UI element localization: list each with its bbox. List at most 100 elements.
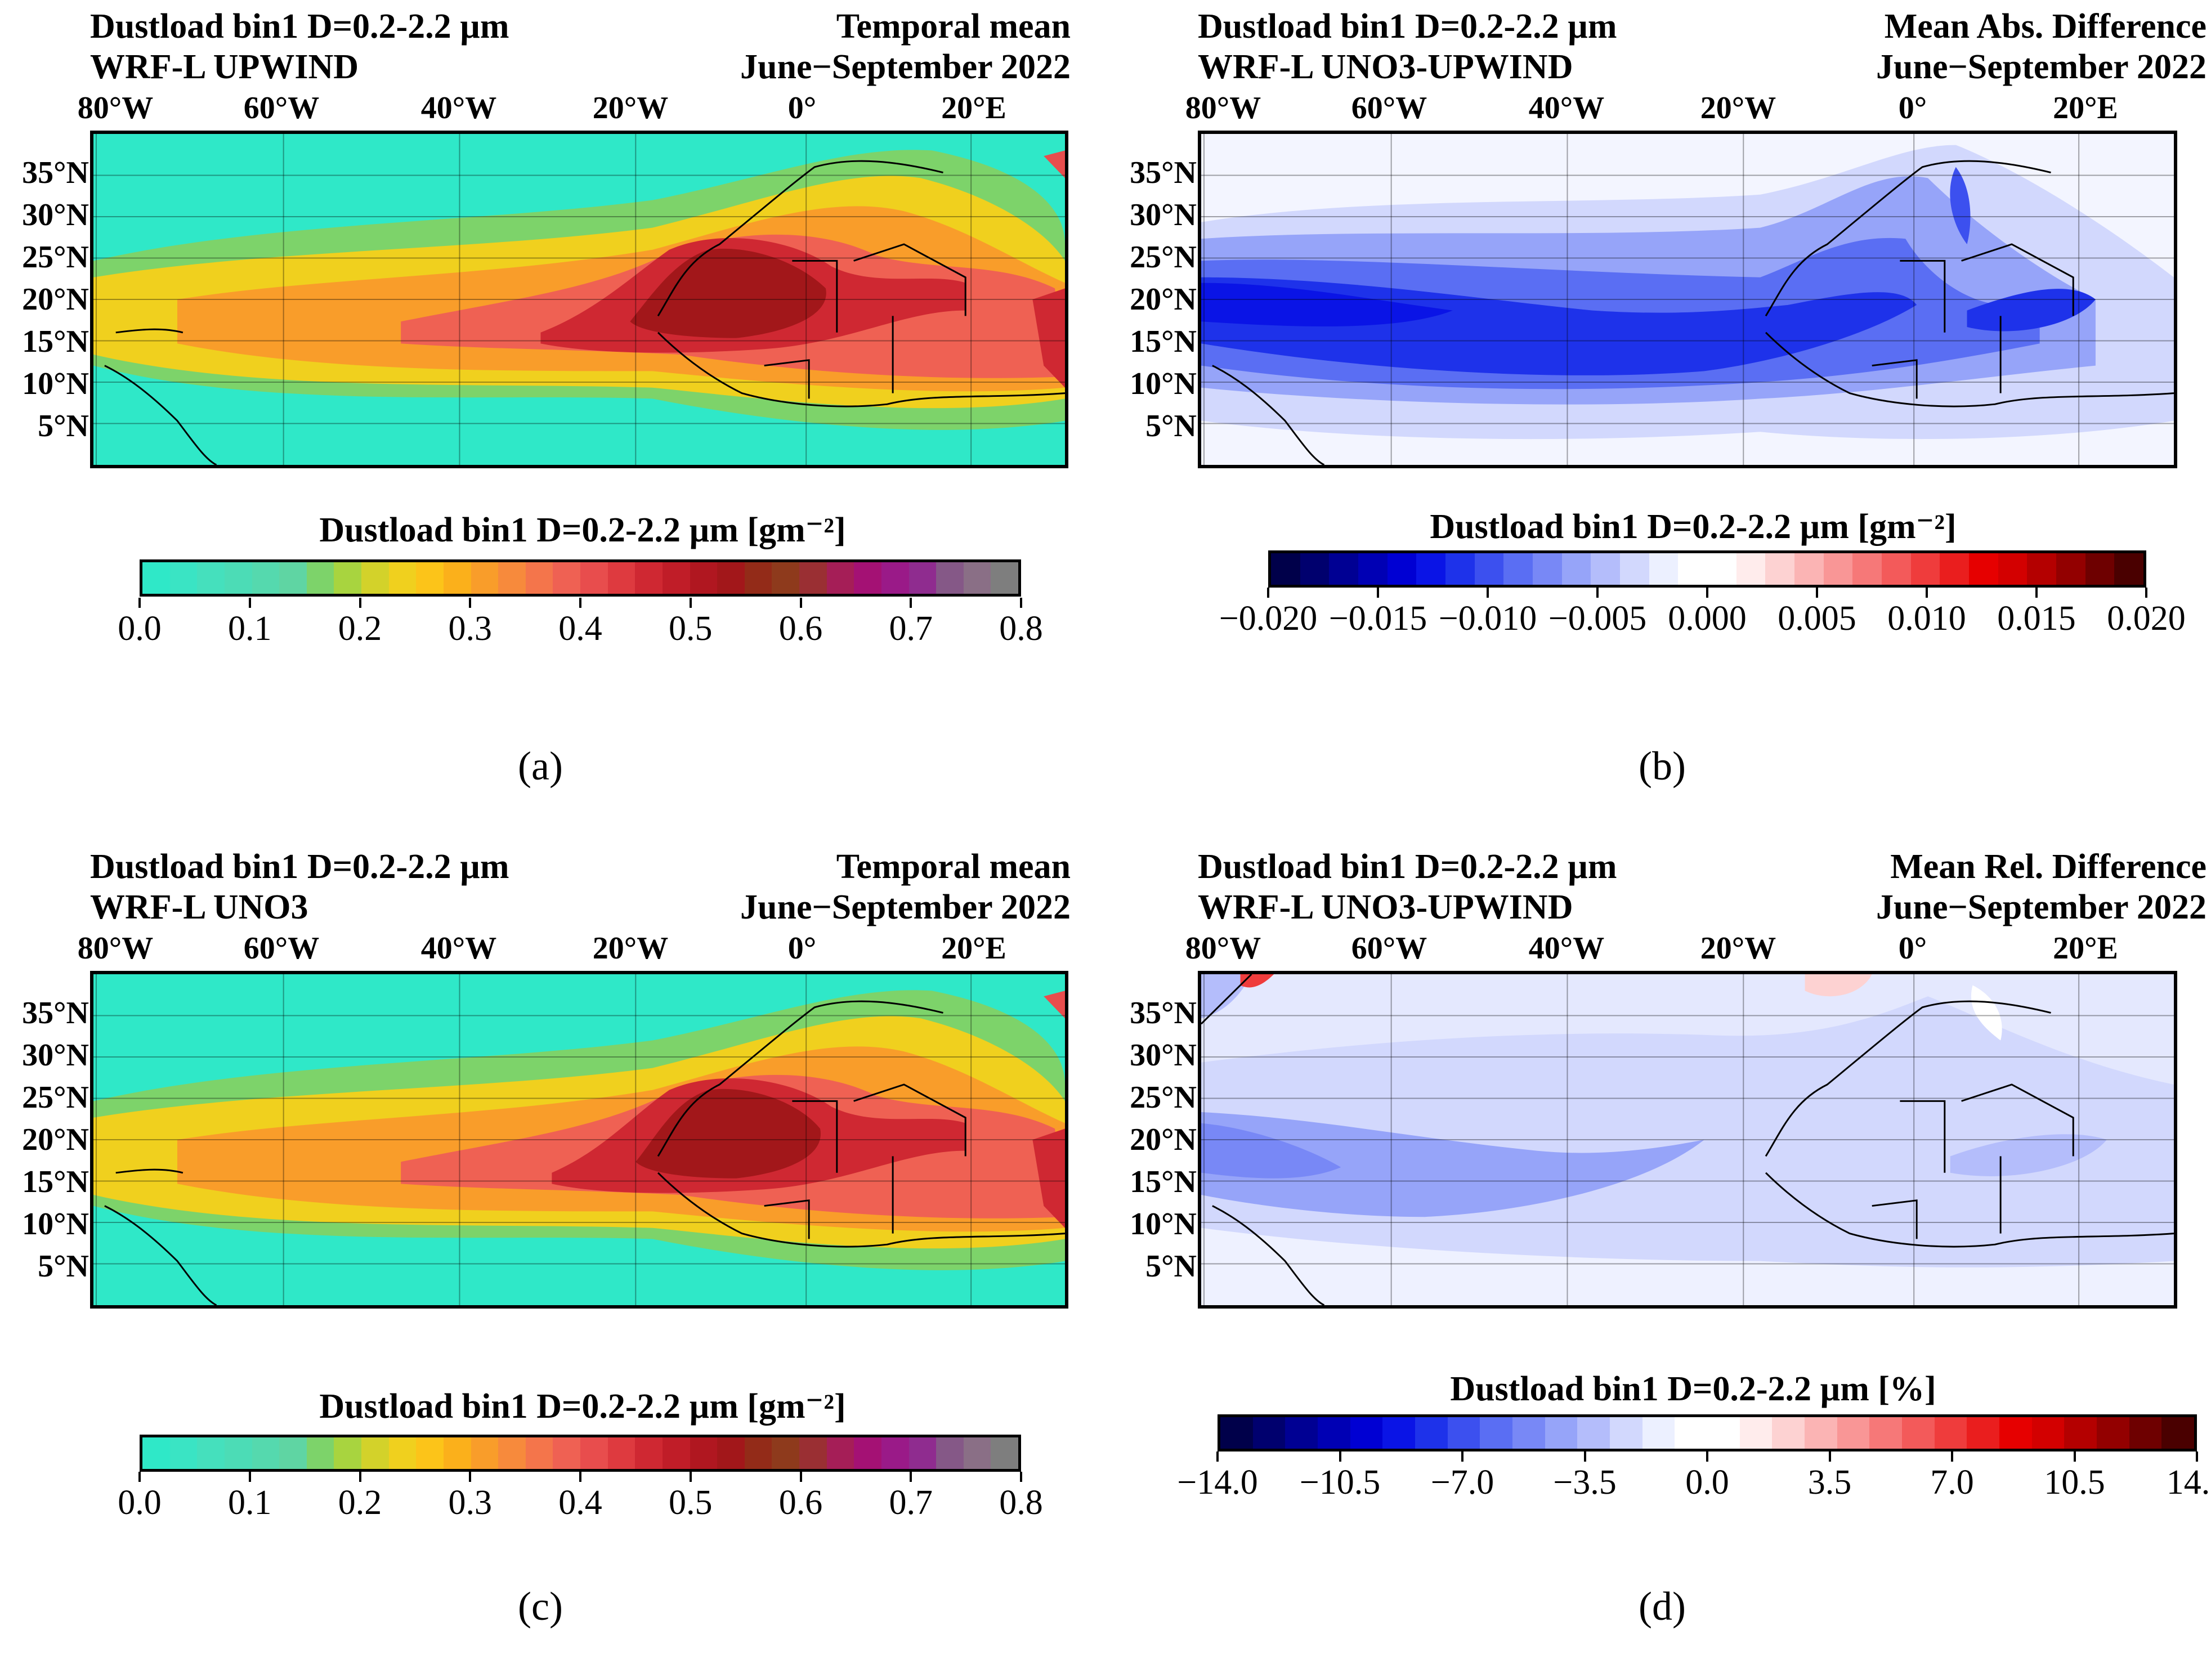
colorbar-tick-label: −0.005 (1548, 599, 1647, 638)
lon-label-80w: 80°W (1185, 931, 1261, 966)
colorbar-swatch (1387, 553, 1417, 585)
colorbar-swatch (443, 1437, 471, 1469)
colorbar-tick-mark (579, 1472, 581, 1482)
colorbar-swatch (553, 562, 580, 594)
subfigure-label: (b) (1639, 743, 1686, 789)
map-field (1201, 974, 2174, 1305)
colorbar-swatch (717, 1437, 745, 1469)
colorbar-swatch (826, 562, 854, 594)
panel-b: Dustload bin1 D=0.2-2.2 µm WRF-L UNO3-UP… (1108, 0, 2211, 840)
colorbar-swatch (197, 1437, 225, 1469)
subfigure-label: (a) (518, 743, 563, 789)
colorbar-tick-mark (1216, 1451, 1219, 1462)
map-field (1201, 134, 2174, 465)
colorbar-tick-label: 0.015 (1997, 599, 2076, 638)
colorbar-tick-label: 0.0 (118, 1484, 162, 1522)
lon-label-20e: 20°E (2053, 931, 2118, 966)
colorbar-swatch (1739, 1417, 1773, 1449)
colorbar-tick-label: 0.7 (889, 610, 933, 648)
colorbar-tick-label: 0.0 (118, 610, 162, 648)
colorbar-tick-mark (1377, 588, 1379, 598)
colorbar-tick-label: −3.5 (1553, 1463, 1617, 1502)
lon-label-0: 0° (1898, 931, 1927, 966)
map-rel-difference (1198, 971, 2177, 1309)
colorbar-swatch (498, 1437, 526, 1469)
colorbar-swatch (1940, 553, 1970, 585)
colorbar-tick-mark (469, 598, 472, 608)
colorbar-swatch (1415, 1417, 1448, 1449)
lat-label-35n: 35°N (1130, 996, 1197, 1031)
colorbar-tick-label: 0.1 (228, 610, 272, 648)
colorbar-swatch (334, 562, 361, 594)
title-variable: Dustload bin1 D=0.2-2.2 µm (90, 7, 509, 46)
colorbar-swatch (607, 1437, 635, 1469)
colorbar-tick-mark (138, 598, 141, 608)
colorbar-tick-mark (138, 1472, 141, 1482)
colorbar-swatch (498, 562, 526, 594)
colorbar-tick-label: −0.010 (1438, 599, 1537, 638)
lat-label-10n: 10°N (1130, 366, 1197, 401)
colorbar-swatch (1707, 553, 1736, 585)
colorbar-tick-mark (1461, 1451, 1463, 1462)
colorbar-swatch (826, 1437, 854, 1469)
colorbar-swatch (1620, 553, 1649, 585)
colorbar-swatch (1882, 553, 1911, 585)
colorbar-tick-label: 0.010 (1887, 599, 1966, 638)
lon-label-40w: 40°W (420, 931, 497, 966)
title-run: WRF-L UNO3-UPWIND (1198, 888, 1573, 926)
colorbar-tick-mark (579, 598, 581, 608)
colorbar-swatch (416, 562, 444, 594)
map-field (93, 974, 1065, 1305)
colorbar-swatch (1503, 553, 1533, 585)
lon-label-80w: 80°W (77, 91, 154, 126)
colorbar-tick-mark (799, 598, 802, 608)
colorbar-swatch (690, 1437, 718, 1469)
colorbar-swatch (1969, 553, 1998, 585)
colorbar-tick-mark (248, 598, 251, 608)
colorbar-swatch (1382, 1417, 1416, 1449)
lat-label-30n: 30°N (22, 198, 89, 232)
colorbar-swatch (1447, 1417, 1480, 1449)
colorbar-swatch (580, 1437, 608, 1469)
colorbar-tick-label: 0.7 (889, 1484, 933, 1522)
lat-label-15n: 15°N (1130, 1164, 1197, 1199)
colorbar-swatch (1318, 1417, 1350, 1449)
colorbar-swatch (224, 562, 252, 594)
colorbar-swatch (1910, 553, 1940, 585)
colorbar-swatch (1561, 553, 1591, 585)
colorbar-swatch (388, 562, 417, 594)
lat-label-5n: 5°N (1145, 409, 1197, 443)
colorbar-tick-mark (1020, 1472, 1022, 1482)
lon-label-20e: 20°E (2053, 91, 2118, 126)
colorbar-swatch (1998, 553, 2028, 585)
colorbar-tick-mark (1596, 588, 1599, 598)
lon-label-0: 0° (787, 931, 817, 966)
lon-label-60w: 60°W (1351, 931, 1427, 966)
colorbar-swatch (991, 1437, 1018, 1469)
lat-label-5n: 5°N (38, 1249, 89, 1284)
colorbar-swatch (662, 1437, 690, 1469)
colorbar-title: Dustload bin1 D=0.2-2.2 µm [%] (1450, 1370, 1936, 1408)
lat-label-30n: 30°N (1130, 198, 1197, 232)
colorbar-swatch (279, 562, 307, 594)
colorbar-tick-label: 0.1 (228, 1484, 272, 1522)
colorbar-swatch (252, 562, 280, 594)
lat-label-25n: 25°N (22, 240, 89, 275)
colorbar (1268, 550, 2146, 588)
lat-label-5n: 5°N (38, 409, 89, 443)
colorbar-tick-label: 0.4 (558, 1484, 602, 1522)
lon-label-20e: 20°E (941, 91, 1006, 126)
title-run: WRF-L UPWIND (90, 48, 359, 86)
lon-label-0: 0° (1898, 91, 1927, 126)
title-statistic: Temporal mean (836, 7, 1071, 46)
panel-c: Dustload bin1 D=0.2-2.2 µm WRF-L UNO3 Te… (0, 840, 1103, 1680)
colorbar (140, 559, 1021, 597)
colorbar-swatch (854, 1437, 881, 1469)
lat-label-20n: 20°N (22, 1122, 89, 1157)
lat-label-10n: 10°N (1130, 1207, 1197, 1242)
title-run: WRF-L UNO3-UPWIND (1198, 48, 1573, 86)
colorbar-tick-label: 0.2 (338, 610, 382, 648)
colorbar-tick-mark (1339, 1451, 1341, 1462)
colorbar-swatch (1823, 553, 1853, 585)
lon-label-20w: 20°W (1700, 91, 1776, 126)
